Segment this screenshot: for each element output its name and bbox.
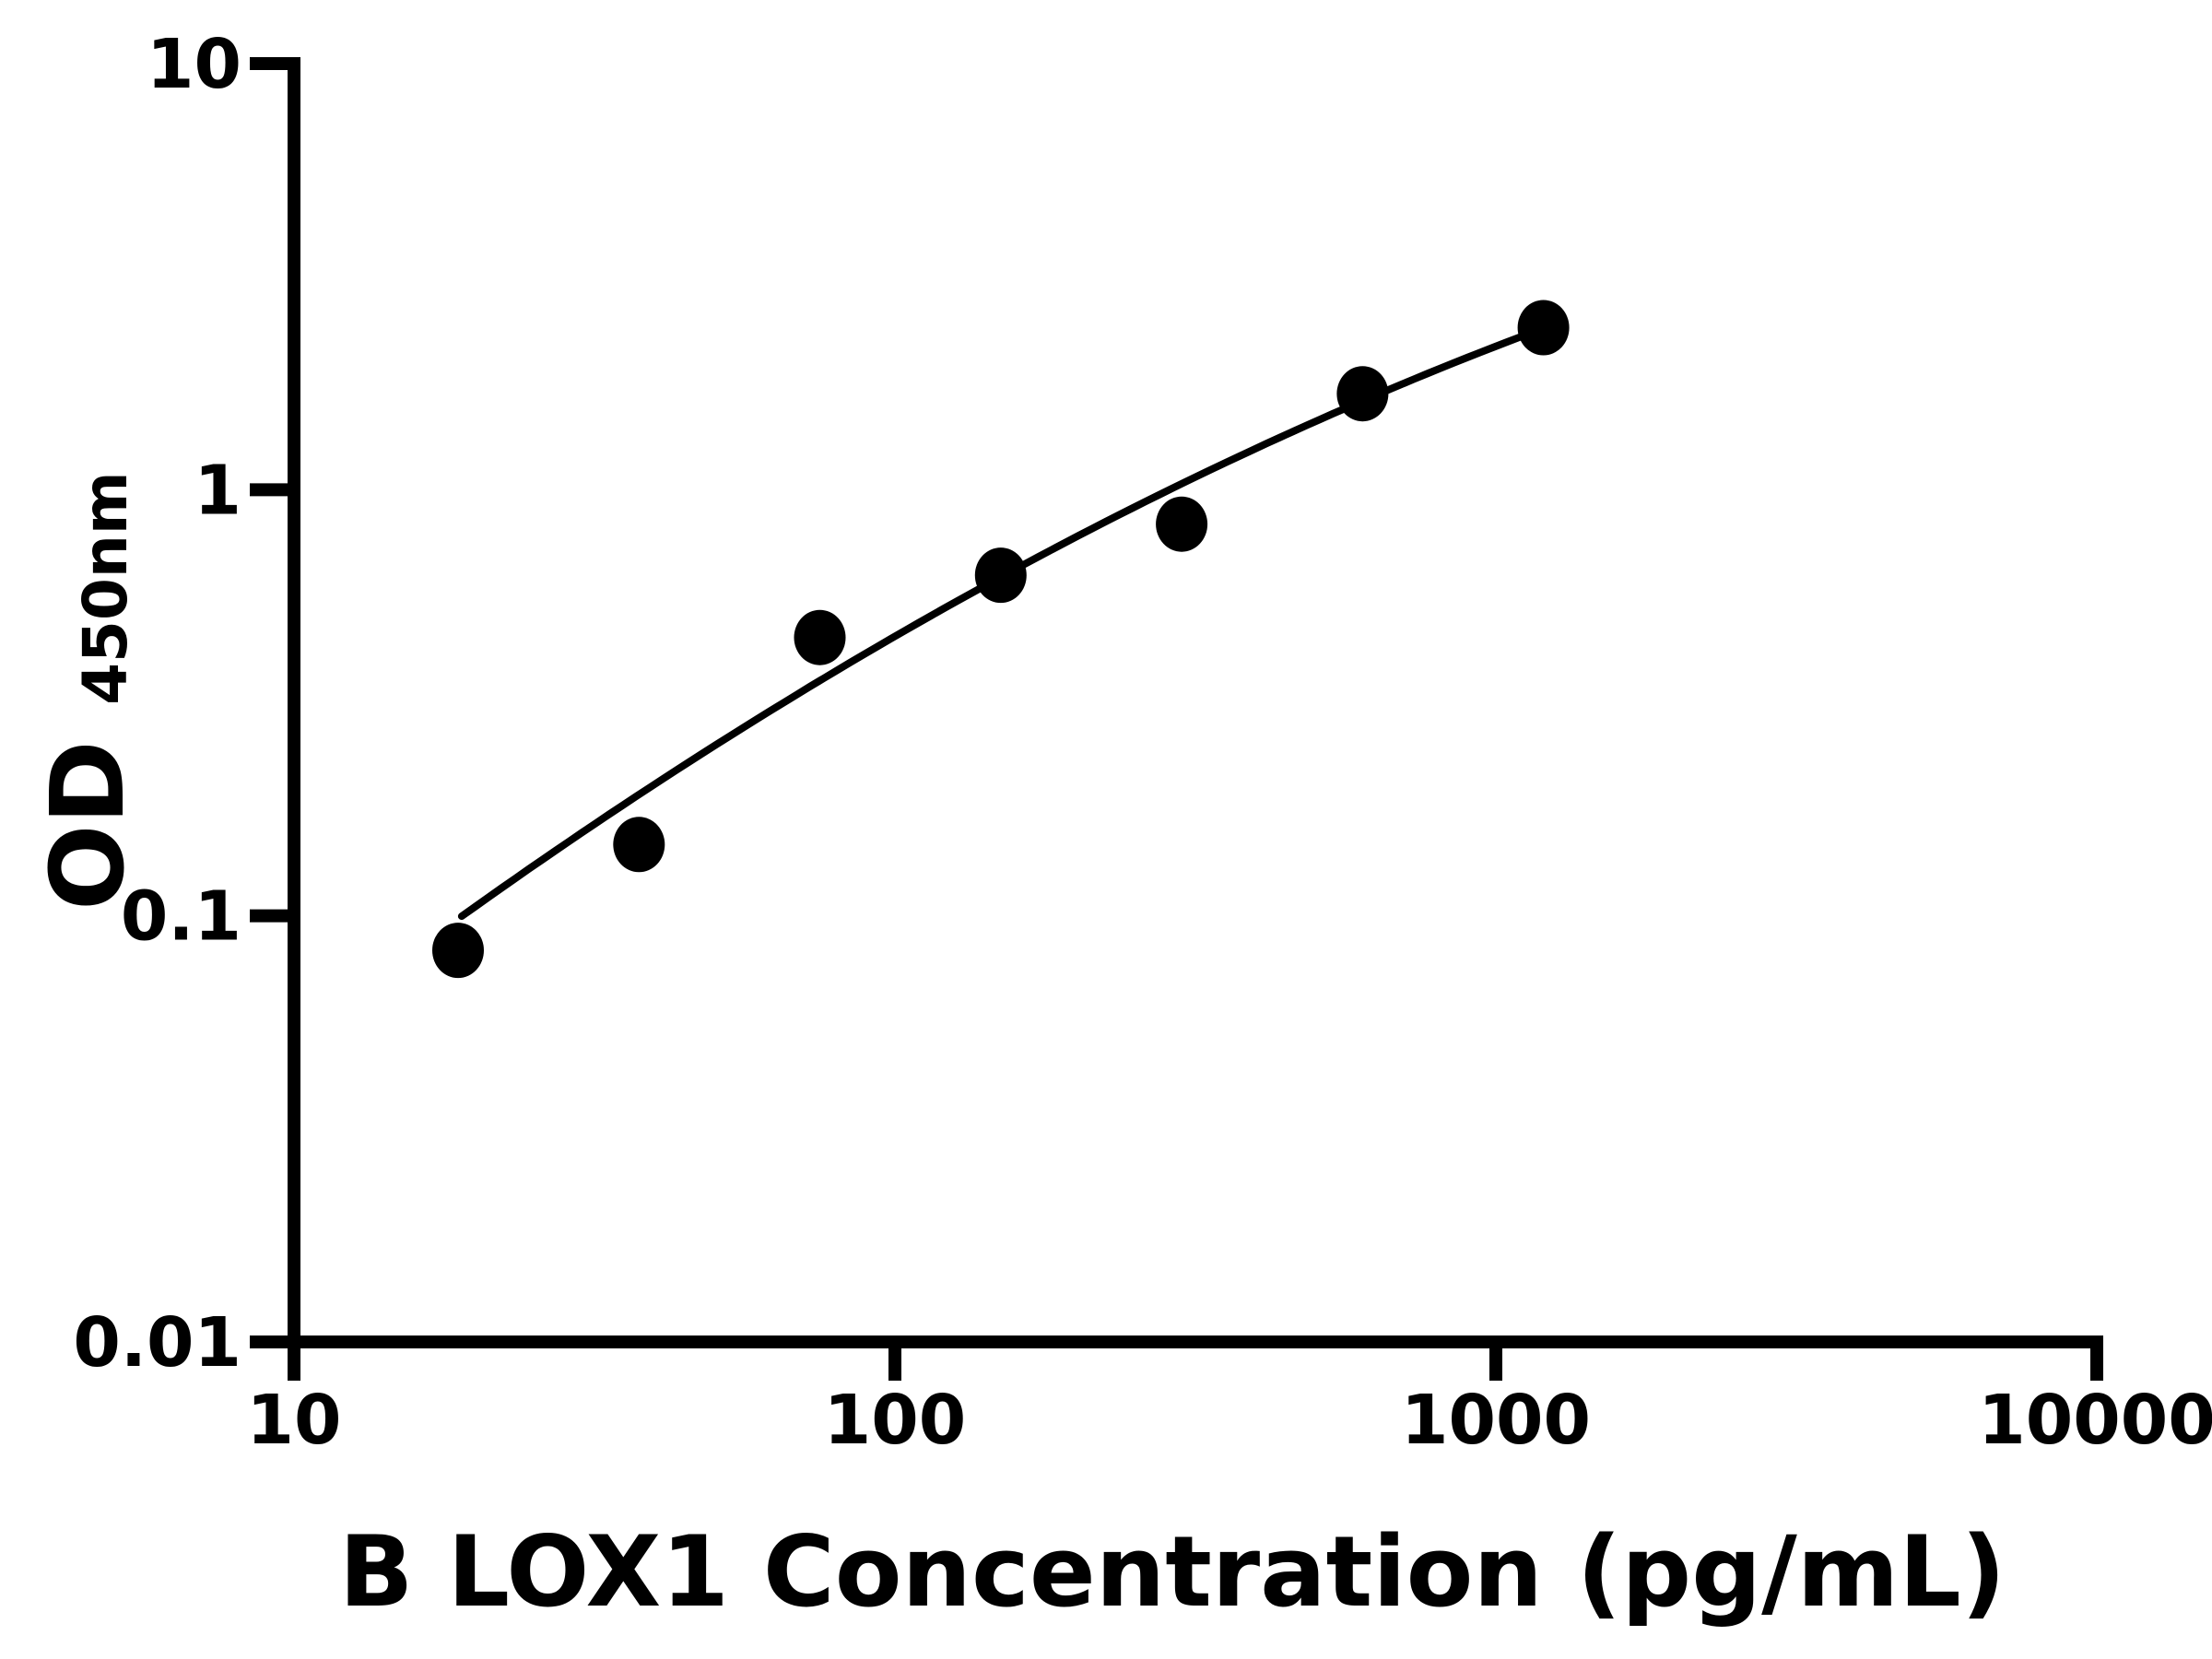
- y-tick-label: 1: [194, 451, 242, 530]
- y-tick-label: 0.01: [73, 1303, 241, 1382]
- y-tick-label: 10: [147, 25, 241, 104]
- tick-marks: [250, 57, 2103, 1381]
- x-tick-label: 10: [247, 1381, 342, 1460]
- data-point: [1156, 496, 1208, 552]
- x-axis-title: B LOX1 Concentration (pg/mL): [339, 1515, 2006, 1629]
- data-point: [974, 547, 1027, 604]
- x-tick-label: 100: [824, 1381, 966, 1460]
- data-point: [1517, 300, 1570, 356]
- data-points-group: [432, 300, 1570, 979]
- x-tick-label: 10000: [1978, 1381, 2212, 1460]
- data-point: [794, 609, 846, 665]
- y-axis-title-subscript: 450nm: [70, 471, 141, 705]
- y-axis-title-main: OD: [29, 740, 147, 911]
- data-point: [613, 817, 665, 873]
- y-axis-title: OD 450nm: [29, 471, 147, 911]
- data-point: [432, 923, 484, 979]
- y-tick-label: 0.1: [121, 877, 241, 957]
- axes: [288, 57, 2103, 1348]
- x-tick-label: 1000: [1401, 1381, 1591, 1460]
- data-point: [1336, 366, 1389, 422]
